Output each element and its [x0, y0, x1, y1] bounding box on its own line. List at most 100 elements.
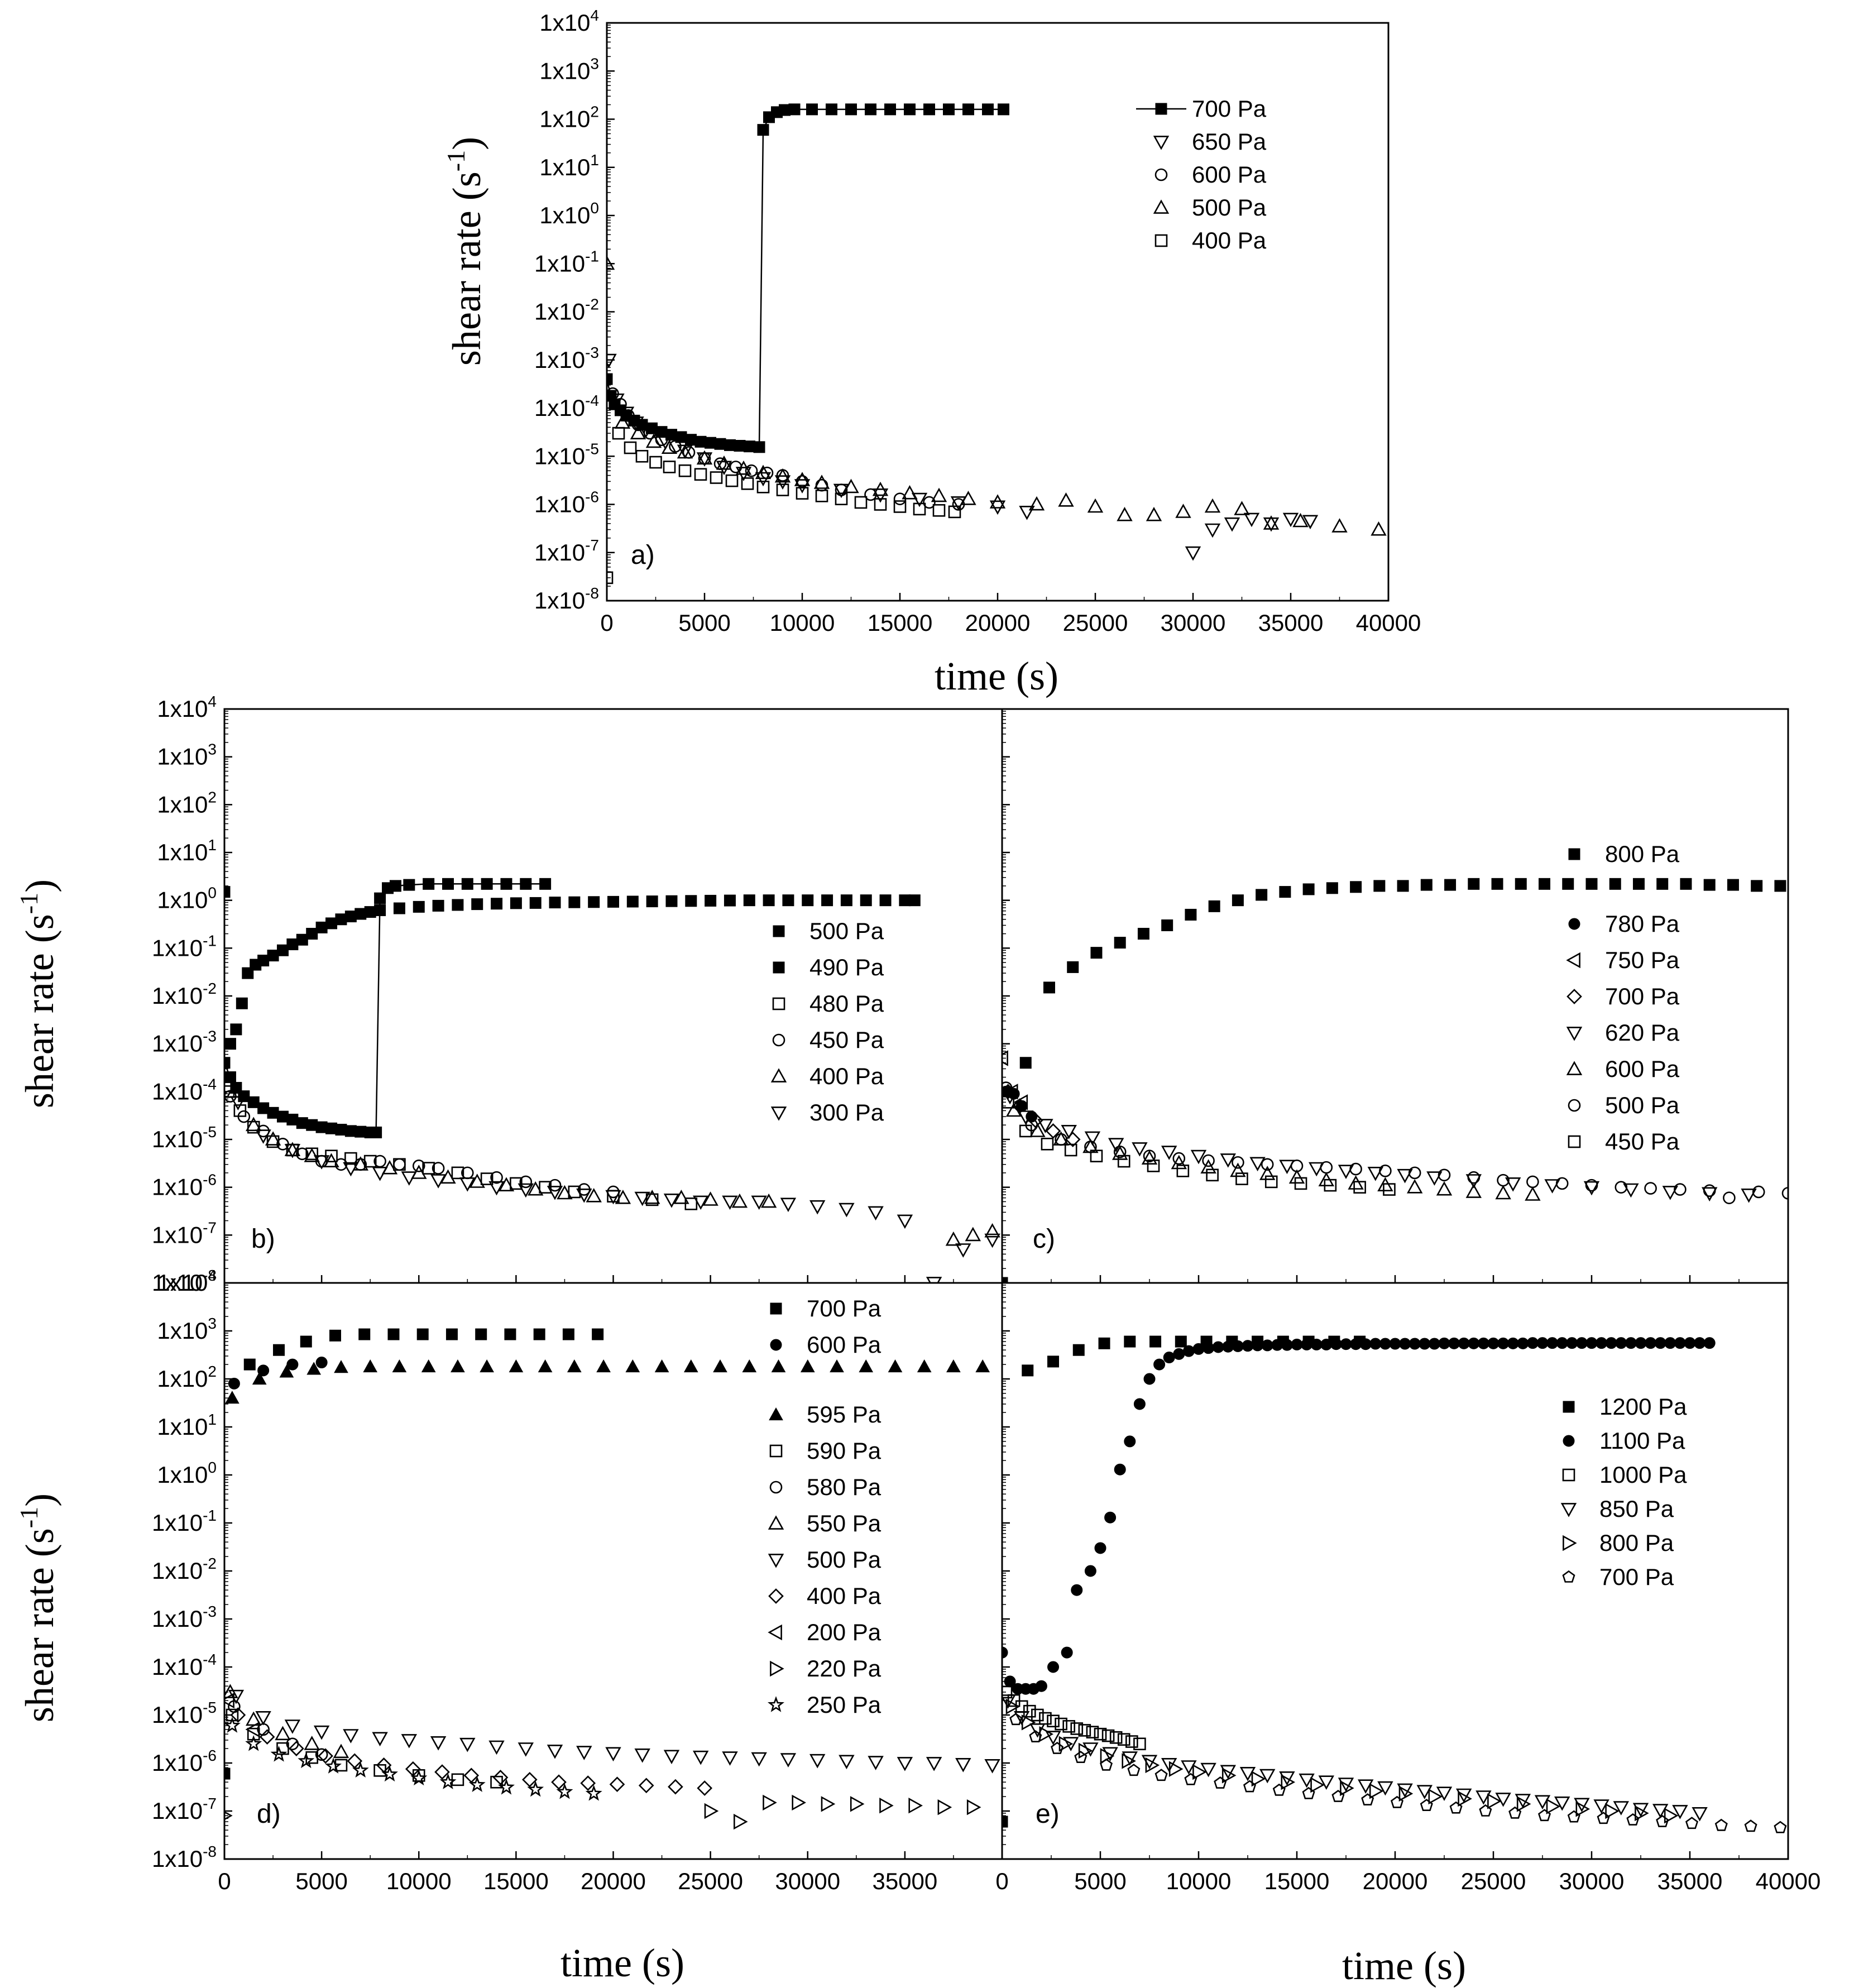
data-point [1019, 505, 1035, 520]
data-point [521, 1771, 538, 1788]
data-point [1117, 506, 1133, 521]
data-point [403, 879, 415, 891]
data-point [1114, 1463, 1126, 1476]
y-tick-label: 1x10-3 [152, 1603, 217, 1632]
data-layer [607, 103, 1387, 585]
data-point [1203, 1342, 1215, 1354]
data-point [1324, 1179, 1337, 1192]
data-point [1575, 1801, 1590, 1817]
data-point [1222, 1340, 1234, 1353]
data-point [625, 1359, 640, 1373]
x-tick-label: 30000 [1559, 1868, 1625, 1894]
data-point [1487, 1337, 1500, 1349]
data-point [401, 1171, 418, 1186]
legend-marker [770, 1660, 784, 1677]
data-point [1239, 1767, 1256, 1781]
y-tick-label: 1x101 [157, 836, 217, 865]
x-tick-label: 0 [995, 1868, 1008, 1894]
data-point [926, 1757, 942, 1771]
data-point [1556, 1337, 1568, 1349]
data-point [1281, 1774, 1296, 1790]
x-tick-label: 20000 [965, 610, 1031, 636]
data-point [1507, 1337, 1519, 1349]
panel-label: e) [1036, 1799, 1060, 1829]
data-point [1497, 1173, 1510, 1187]
data-point [1350, 1338, 1362, 1350]
data-point [1078, 1742, 1093, 1759]
data-point [1143, 1373, 1156, 1385]
data-point [1467, 1171, 1481, 1184]
legend-marker [1562, 1468, 1575, 1482]
data-point [1674, 1183, 1687, 1196]
data-point [1475, 1790, 1492, 1805]
legend-label: 700 Pa [1599, 1564, 1674, 1590]
x-tick-label: 20000 [581, 1868, 646, 1894]
legend-marker [772, 997, 785, 1010]
data-point [1182, 1345, 1195, 1357]
data-point [1703, 879, 1716, 891]
data-point [1310, 1338, 1323, 1350]
data-point [731, 1193, 748, 1208]
data-point [1161, 1758, 1177, 1773]
data-point [868, 1756, 884, 1770]
data-point [835, 483, 848, 496]
legend-label: 700 Pa [1605, 983, 1680, 1009]
data-point [459, 1737, 476, 1752]
data-point [865, 103, 876, 116]
data-point [1256, 889, 1268, 901]
y-tick-label: 1x10-2 [152, 1555, 217, 1584]
data-point [683, 1359, 698, 1373]
legend-label: 1000 Pa [1599, 1462, 1687, 1488]
data-point [802, 894, 814, 907]
data-point [480, 1359, 494, 1373]
x-tick-label: 15000 [1264, 1868, 1330, 1894]
data-point [1043, 981, 1055, 994]
data-point [702, 1191, 718, 1206]
x-tick-label: 35000 [872, 1868, 937, 1894]
data-point [423, 878, 435, 890]
data-point [509, 1359, 524, 1373]
data-point [859, 1359, 874, 1373]
data-point [607, 387, 619, 400]
data-point [586, 1188, 602, 1203]
data-point [468, 1776, 486, 1792]
data-point [1175, 1335, 1187, 1348]
data-point [982, 103, 994, 116]
legend-label: 590 Pa [807, 1438, 882, 1464]
data-point [624, 441, 637, 454]
legend-marker [1568, 918, 1580, 930]
data-point [568, 1185, 581, 1199]
data-point [984, 1223, 1000, 1238]
data-point [800, 1359, 815, 1373]
data-point [897, 1214, 913, 1229]
y-tick-label: 1x104 [157, 1267, 217, 1296]
x-tick-label: 15000 [868, 610, 933, 636]
data-point [237, 1110, 251, 1123]
data-point [923, 103, 935, 116]
data-point [1428, 1788, 1443, 1805]
data-point [1125, 1735, 1138, 1748]
data-point [1505, 1177, 1521, 1192]
data-point [1206, 1168, 1219, 1182]
data-point [1271, 1339, 1283, 1351]
series-800-pa [1002, 878, 1786, 1283]
data-point [1002, 1646, 1008, 1659]
data-point [1261, 1158, 1274, 1171]
data-point [1487, 1793, 1502, 1809]
data-point [813, 475, 830, 489]
data-point [1426, 1171, 1443, 1186]
data-point [389, 880, 401, 892]
data-point [1741, 1189, 1757, 1203]
y-tick-label: 1x10-6 [152, 1747, 217, 1776]
data-point [372, 1167, 388, 1181]
data-point [630, 425, 646, 440]
data-point [1190, 1149, 1207, 1165]
series-700-pa [1009, 1713, 1787, 1833]
data-point [734, 1813, 748, 1830]
data-point [529, 897, 542, 909]
data-point [270, 1746, 288, 1762]
x-tick-label: 40000 [1756, 1868, 1821, 1894]
data-point [259, 1729, 275, 1745]
data-point [1420, 879, 1433, 891]
data-point [677, 444, 693, 459]
